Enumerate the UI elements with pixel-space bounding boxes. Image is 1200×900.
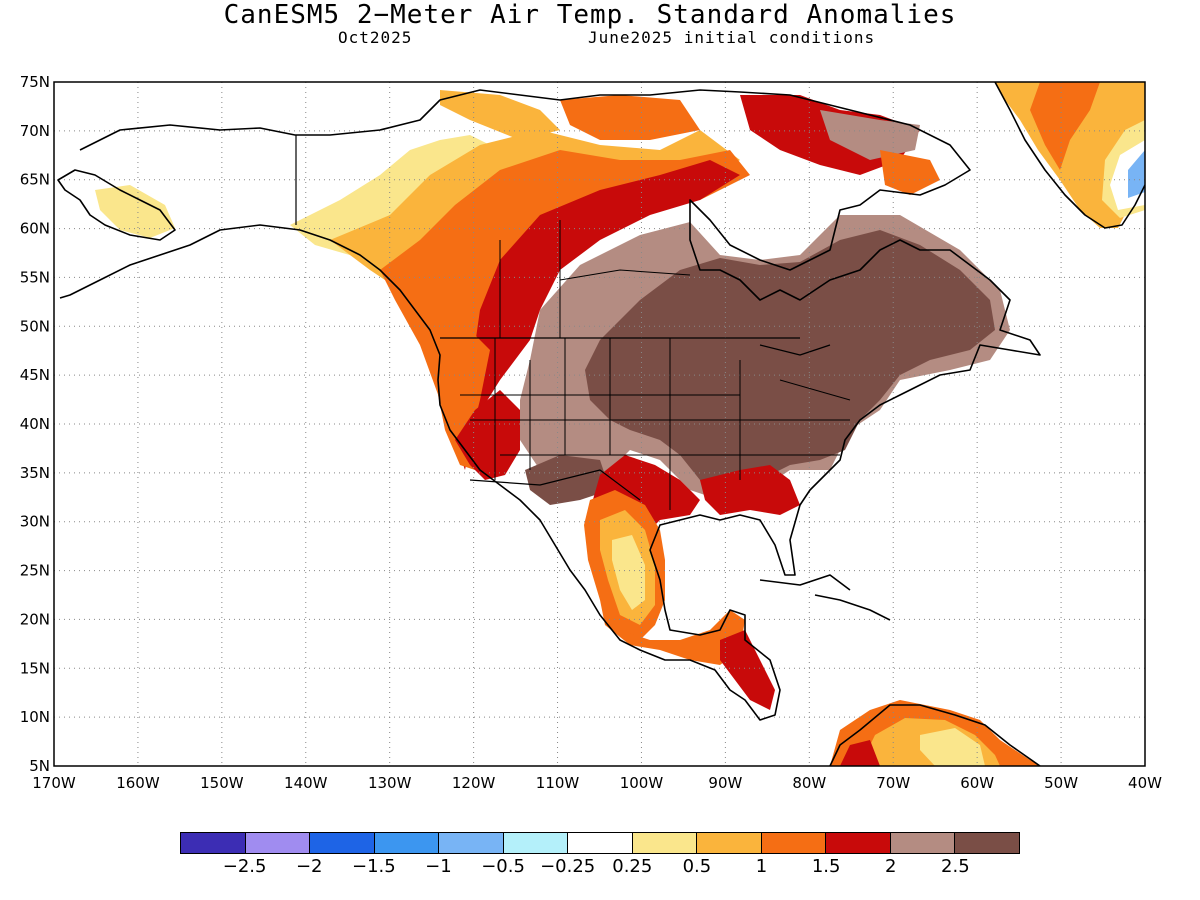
lat-tick-label: 5N	[29, 757, 50, 775]
latitude-axis: 75N 70N 65N 60N 55N 50N 45N 40N 35N 30N 25N 20N 15N 1…	[20, 73, 50, 775]
lat-tick-label: 40N	[20, 415, 50, 433]
lon-tick-label: 130W	[368, 774, 412, 792]
colorbar-swatch	[374, 833, 440, 853]
map-title: CanESM5 2−Meter Air Temp. Standard Anoma…	[223, 0, 957, 30]
lon-tick-label: 170W	[32, 774, 76, 792]
lat-tick-label: 30N	[20, 513, 50, 531]
lon-tick-label: 110W	[536, 774, 580, 792]
lat-tick-label: 50N	[20, 317, 50, 335]
colorbar-label: −1.5	[351, 856, 396, 877]
colorbar-swatch	[245, 833, 311, 853]
init-conditions-label: June2025 initial conditions	[588, 28, 876, 47]
lon-tick-label: 80W	[792, 774, 826, 792]
colorbar-label: −1	[425, 856, 452, 877]
colorbar-label: 1	[755, 856, 768, 877]
lon-tick-label: 70W	[876, 774, 910, 792]
colorbar-swatch	[761, 833, 827, 853]
lon-tick-label: 100W	[620, 774, 664, 792]
colorbar-label: −2.5	[222, 856, 267, 877]
graticule	[54, 82, 1145, 766]
colorbar-label: 2.5	[941, 856, 970, 877]
lon-tick-label: 50W	[1044, 774, 1078, 792]
colorbar-label: 0.5	[682, 856, 712, 877]
longitude-axis: 170W 160W 150W 140W 130W 120W 110W 100W 90W 80W 70…	[32, 774, 1162, 792]
target-month-label: Oct2025	[338, 28, 413, 47]
lon-tick-label: 160W	[116, 774, 160, 792]
colorbar-swatch	[697, 833, 762, 853]
lat-tick-label: 55N	[20, 268, 50, 286]
lat-tick-label: 20N	[20, 610, 50, 628]
colorbar-label: −0.5	[481, 856, 525, 877]
colorbar-swatch	[632, 833, 698, 853]
lon-tick-label: 60W	[960, 774, 994, 792]
lat-tick-label: 70N	[20, 122, 50, 140]
colorbar-swatch	[890, 833, 956, 853]
political-borders	[460, 220, 851, 510]
lat-tick-label: 10N	[20, 708, 50, 726]
map-frame	[53, 81, 1146, 767]
lat-tick-label: 65N	[20, 171, 50, 189]
colorbar-label: 0.25	[612, 856, 653, 877]
lat-tick-label: 25N	[20, 562, 50, 580]
colorbar-swatch	[181, 833, 246, 853]
colorbar-swatch	[955, 833, 1019, 853]
colorbar-label: 1.5	[811, 856, 841, 877]
colorbar-label: −2	[295, 856, 323, 877]
colorbar-swatch	[310, 833, 375, 853]
lat-tick-label: 60N	[20, 220, 50, 238]
lon-tick-label: 140W	[284, 774, 328, 792]
anomaly-map: 75N 70N 65N 60N 55N 50N 45N 40N 35N 30N 25N 20N 15N 1…	[20, 73, 1162, 792]
lat-tick-label: 75N	[20, 73, 50, 91]
colorbar-swatch	[568, 833, 633, 853]
lon-tick-label: 150W	[200, 774, 244, 792]
lat-tick-label: 35N	[20, 464, 50, 482]
colorbar	[180, 832, 1020, 854]
colorbar-label: 2	[885, 856, 897, 877]
lon-tick-label: 40W	[1128, 774, 1162, 792]
lon-tick-label: 90W	[708, 774, 742, 792]
colorbar-labels: −2.5 −2 −1.5 −1 −0.5 −0.25 0.25 0.5 1 1.5 2 2.5	[180, 856, 1020, 880]
lat-tick-label: 15N	[20, 659, 50, 677]
colorbar-swatch	[439, 833, 504, 853]
lat-tick-label: 45N	[20, 366, 50, 384]
anomaly-fields	[95, 82, 1145, 766]
coastlines	[57, 82, 1145, 766]
colorbar-label: −0.25	[540, 856, 596, 877]
colorbar-swatch	[826, 833, 891, 853]
colorbar-swatch	[503, 833, 569, 853]
lon-tick-label: 120W	[452, 774, 496, 792]
